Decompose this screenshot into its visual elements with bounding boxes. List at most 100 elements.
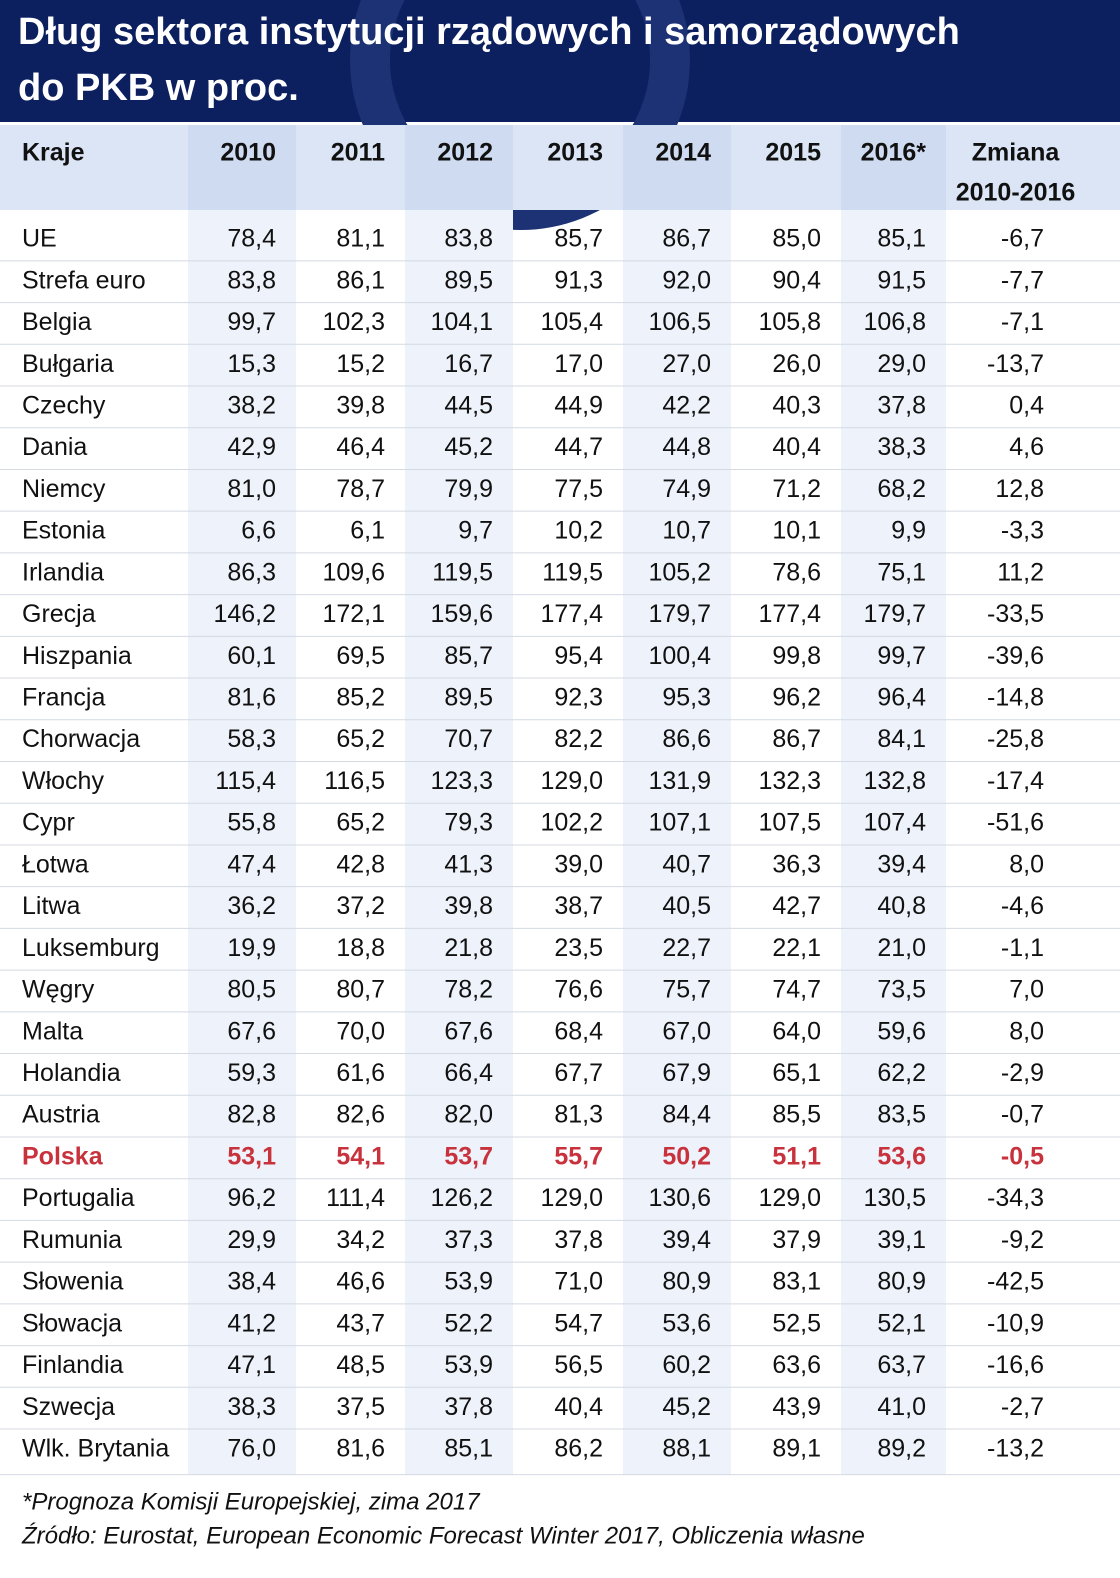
cell-value: -7,1 [1001, 308, 1044, 336]
country-name: Czechy [22, 391, 106, 419]
cell-value: 40,5 [662, 892, 711, 920]
header-stripe [841, 125, 946, 210]
cell-value: 7,0 [1009, 976, 1044, 1004]
cell-value: 73,5 [877, 976, 926, 1004]
cell-value: 54,1 [336, 1142, 385, 1170]
cell-value: 42,9 [227, 433, 276, 461]
header-stripe [188, 125, 296, 210]
cell-value: 71,2 [772, 475, 821, 503]
cell-value: 85,7 [554, 225, 603, 253]
cell-value: 41,2 [227, 1309, 276, 1337]
cell-value: 86,7 [772, 725, 821, 753]
cell-value: -25,8 [987, 725, 1044, 753]
cell-value: 43,7 [336, 1309, 385, 1337]
cell-value: 81,3 [554, 1101, 603, 1129]
cell-value: 66,4 [444, 1059, 493, 1087]
cell-value: 106,5 [648, 308, 711, 336]
cell-value: 47,1 [227, 1351, 276, 1379]
cell-value: 55,7 [554, 1142, 603, 1170]
cell-value: 131,9 [648, 767, 711, 795]
country-name: Cypr [22, 809, 75, 837]
cell-value: 67,7 [554, 1059, 603, 1087]
cell-value: 67,9 [662, 1059, 711, 1087]
cell-value: 41,3 [444, 850, 493, 878]
cell-value: 76,0 [227, 1434, 276, 1462]
cell-value: 34,2 [336, 1226, 385, 1254]
cell-value: -7,7 [1001, 266, 1044, 294]
cell-value: 86,2 [554, 1434, 603, 1462]
cell-value: 70,7 [444, 725, 493, 753]
cell-value: 53,1 [227, 1142, 276, 1170]
cell-value: 63,6 [772, 1351, 821, 1379]
column-stripe [841, 210, 946, 1475]
cell-value: 89,5 [444, 266, 493, 294]
cell-value: 52,1 [877, 1309, 926, 1337]
cell-value: 146,2 [213, 600, 276, 628]
cell-value: 22,1 [772, 934, 821, 962]
cell-value: 116,5 [324, 767, 385, 795]
cell-value: 36,2 [227, 892, 276, 920]
cell-value: 70,0 [336, 1017, 385, 1045]
cell-value: 37,2 [336, 892, 385, 920]
cell-value: 82,2 [554, 725, 603, 753]
country-name: Słowenia [22, 1268, 124, 1296]
cell-value: 40,4 [554, 1393, 603, 1421]
country-name: Łotwa [22, 850, 89, 878]
cell-value: 29,0 [877, 350, 926, 378]
cell-value: 83,8 [227, 266, 276, 294]
column-header: 2010 [220, 139, 276, 167]
cell-value: 132,3 [758, 767, 821, 795]
header-stripe [623, 125, 731, 210]
cell-value: 85,0 [772, 225, 821, 253]
country-name: Chorwacja [22, 725, 140, 753]
cell-value: 45,2 [444, 433, 493, 461]
cell-value: 44,8 [662, 433, 711, 461]
cell-value: 102,3 [322, 308, 385, 336]
cell-value: 85,1 [444, 1434, 493, 1462]
country-name: Belgia [22, 308, 92, 336]
cell-value: -33,5 [987, 600, 1044, 628]
cell-value: 44,7 [554, 433, 603, 461]
cell-value: 81,1 [336, 225, 385, 253]
column-header: 2010-2016 [956, 179, 1076, 207]
cell-value: 85,5 [772, 1101, 821, 1129]
cell-value: 95,3 [662, 684, 711, 712]
cell-value: 65,1 [772, 1059, 821, 1087]
cell-value: 179,7 [648, 600, 711, 628]
cell-value: 18,8 [336, 934, 385, 962]
cell-value: 78,4 [227, 225, 276, 253]
cell-value: 53,6 [662, 1309, 711, 1337]
cell-value: 10,2 [554, 517, 603, 545]
cell-value: 60,1 [227, 642, 276, 670]
cell-value: 92,3 [554, 684, 603, 712]
cell-value: 90,4 [772, 266, 821, 294]
cell-value: 37,8 [877, 391, 926, 419]
country-name: Węgry [22, 976, 95, 1004]
cell-value: 6,6 [241, 517, 276, 545]
cell-value: 99,7 [877, 642, 926, 670]
cell-value: 38,2 [227, 391, 276, 419]
cell-value: -2,9 [1001, 1059, 1044, 1087]
footnote: Źródło: Eurostat, European Economic Fore… [21, 1522, 865, 1549]
country-name: Niemcy [22, 475, 106, 503]
cell-value: 92,0 [662, 266, 711, 294]
cell-value: 88,1 [662, 1434, 711, 1462]
cell-value: 79,3 [444, 809, 493, 837]
cell-value: 179,7 [863, 600, 926, 628]
cell-value: 80,5 [227, 976, 276, 1004]
cell-value: 38,3 [227, 1393, 276, 1421]
cell-value: 42,7 [772, 892, 821, 920]
cell-value: 40,3 [772, 391, 821, 419]
cell-value: 0,4 [1009, 391, 1044, 419]
cell-value: 59,3 [227, 1059, 276, 1087]
cell-value: 130,5 [863, 1184, 926, 1212]
cell-value: 68,2 [877, 475, 926, 503]
cell-value: -6,7 [1001, 225, 1044, 253]
cell-value: 67,0 [662, 1017, 711, 1045]
cell-value: 53,7 [444, 1142, 493, 1170]
cell-value: 74,7 [772, 976, 821, 1004]
cell-value: 46,4 [336, 433, 385, 461]
cell-value: 37,5 [336, 1393, 385, 1421]
cell-value: 53,9 [444, 1351, 493, 1379]
cell-value: 15,2 [336, 350, 385, 378]
